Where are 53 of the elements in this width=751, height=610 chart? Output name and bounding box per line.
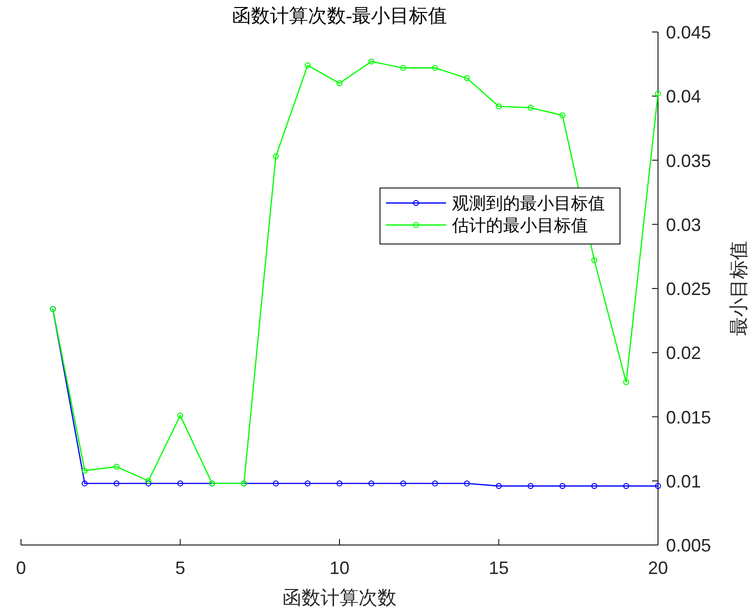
legend-label: 估计的最小目标值: [451, 216, 588, 235]
y-tick-label: 0.015: [666, 407, 712, 428]
point: [559, 112, 566, 118]
x-tick-label: 15: [488, 558, 509, 578]
point: [272, 153, 279, 160]
point: [623, 483, 630, 490]
point: [82, 468, 88, 474]
x-tick-label: 10: [329, 558, 350, 578]
y-tick-label: 0.045: [666, 22, 712, 42]
point: [82, 480, 88, 486]
point: [591, 257, 598, 264]
x-tick-label: 5: [175, 558, 186, 578]
point: [432, 64, 438, 71]
point: [400, 480, 406, 486]
y-tick-label: 0.025: [666, 279, 712, 299]
y-tick-label: 0.02: [666, 343, 702, 364]
y-tick-label: 0.01: [666, 471, 702, 492]
point: [528, 483, 534, 490]
y-axis-title: 最小目标值: [729, 241, 750, 336]
x-tick-label: 20: [648, 558, 668, 578]
y-tick-label: 0.04: [666, 86, 702, 107]
point: [464, 480, 470, 486]
point: [591, 483, 598, 490]
point: [655, 483, 661, 490]
point: [114, 464, 120, 470]
point: [528, 104, 534, 111]
y-tick-label: 0.03: [666, 214, 702, 235]
point: [336, 480, 342, 486]
point: [336, 80, 342, 86]
point: [177, 412, 184, 418]
point: [623, 379, 630, 386]
point: [496, 103, 502, 110]
x-tick-label: 0: [16, 558, 26, 578]
chart-title: 函数计算次数-最小目标值: [232, 6, 448, 27]
point: [368, 480, 374, 486]
point: [432, 480, 438, 486]
point: [368, 58, 374, 64]
point: [177, 480, 184, 486]
y-tick-label: 0.005: [666, 536, 712, 556]
point: [304, 480, 311, 486]
point: [145, 480, 152, 486]
point: [496, 483, 502, 490]
point: [655, 90, 661, 97]
point: [272, 480, 279, 486]
point: [304, 62, 311, 68]
point: [114, 480, 120, 486]
point: [145, 478, 152, 484]
point: [559, 483, 566, 490]
legend-label: 观测到的最小目标值: [452, 194, 605, 213]
point: [464, 75, 470, 82]
y-tick-label: 0.035: [666, 150, 712, 171]
x-axis-title: 函数计算次数: [282, 588, 396, 609]
point: [400, 64, 406, 71]
